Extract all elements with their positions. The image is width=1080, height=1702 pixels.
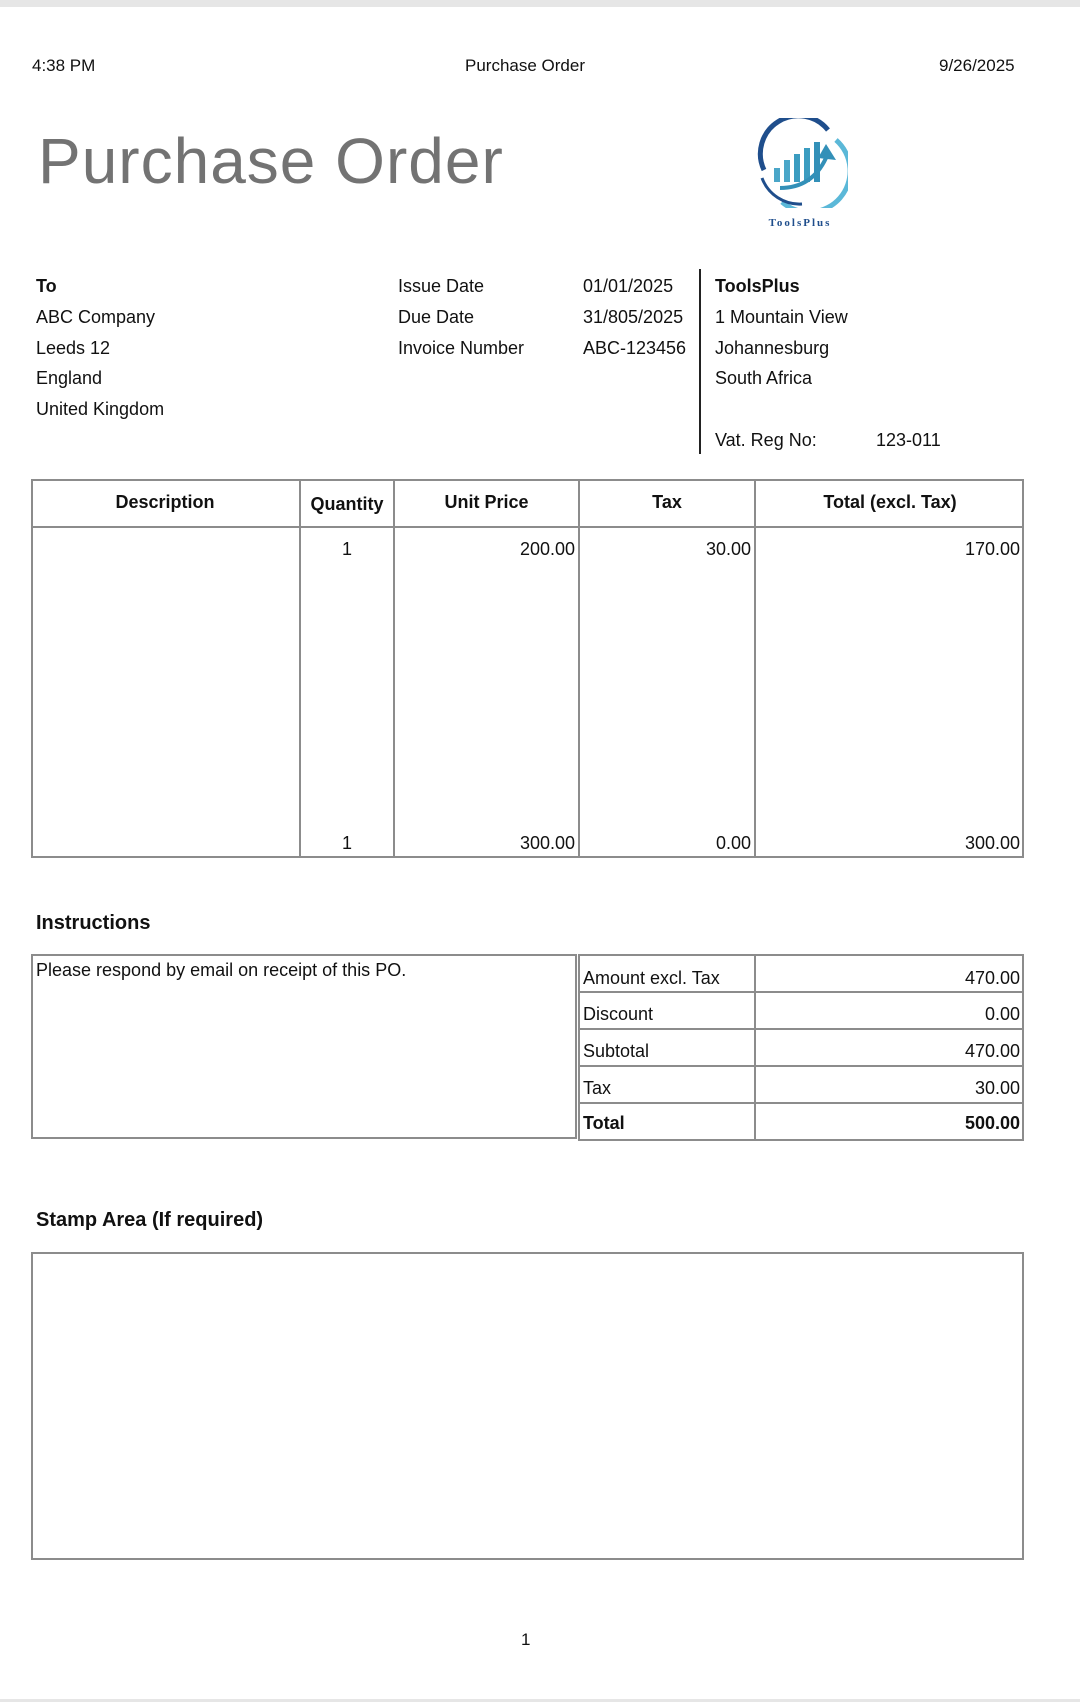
column-header-description: Description: [115, 492, 215, 512]
top-bar: [0, 0, 1080, 7]
from-line: Johannesburg: [715, 338, 830, 358]
to-label: To: [36, 276, 57, 296]
invoice-number-label: Invoice Number: [398, 338, 525, 358]
from-line: 1 Mountain View: [715, 307, 848, 327]
unit-price-cell: 300.00: [519, 833, 575, 853]
due-date-value: 31/805/2025: [583, 307, 684, 327]
divider: [699, 269, 701, 454]
quantity-cell: 1: [341, 539, 352, 559]
print-date: 9/26/2025: [939, 56, 1015, 75]
amount-excl-tax-label: Amount excl. Tax: [583, 968, 720, 988]
logo-text: ToolsPlus: [768, 217, 832, 229]
from-line: South Africa: [715, 368, 813, 388]
amount-excl-tax-value: 470.00: [964, 968, 1020, 988]
discount-value: 0.00: [984, 1004, 1020, 1024]
from-name: ToolsPlus: [715, 276, 800, 296]
subtotal-label: Subtotal: [583, 1041, 650, 1061]
print-time: 4:38 PM: [32, 56, 96, 75]
instructions-heading: Instructions: [36, 912, 151, 934]
to-line: Leeds 12: [36, 338, 111, 358]
logo: ToolsPlus: [752, 113, 853, 230]
total-value: 500.00: [964, 1113, 1020, 1133]
print-title: Purchase Order: [465, 56, 585, 75]
discount-label: Discount: [583, 1004, 654, 1024]
total-label: Total: [583, 1113, 625, 1133]
column-header-quantity: Quantity: [310, 494, 384, 514]
column-header-tax: Tax: [652, 492, 682, 512]
tax-cell: 30.00: [705, 539, 751, 559]
invoice-number-value: ABC-123456: [583, 338, 687, 358]
issue-date-label: Issue Date: [398, 276, 485, 296]
instructions-box: [31, 954, 577, 1139]
total-cell: 300.00: [964, 833, 1020, 853]
stamp-area: [31, 1252, 1024, 1560]
column-header-unit-price: Unit Price: [444, 492, 529, 512]
to-line: England: [36, 368, 103, 388]
logo-icon: [757, 113, 853, 215]
document-title: Purchase Order: [38, 125, 504, 197]
vat-label: Vat. Reg No:: [715, 430, 817, 450]
tax-label: Tax: [583, 1078, 612, 1098]
tax-cell: 0.00: [715, 833, 751, 853]
unit-price-cell: 200.00: [519, 539, 575, 559]
page-number: 1: [521, 1630, 531, 1649]
to-line: ABC Company: [36, 307, 156, 327]
tax-value: 30.00: [974, 1078, 1020, 1098]
to-line: United Kingdom: [36, 399, 165, 419]
due-date-label: Due Date: [398, 307, 475, 327]
subtotal-value: 470.00: [964, 1041, 1020, 1061]
bottom-bar: [0, 1699, 1080, 1702]
total-cell: 170.00: [964, 539, 1020, 559]
column-header-total: Total (excl. Tax): [823, 492, 957, 512]
issue-date-value: 01/01/2025: [583, 276, 674, 296]
quantity-cell: 1: [341, 833, 352, 853]
instructions-text: Please respond by email on receipt of th…: [36, 960, 407, 980]
stamp-heading: Stamp Area (If required): [36, 1209, 264, 1231]
vat-value: 123-011: [876, 430, 941, 450]
